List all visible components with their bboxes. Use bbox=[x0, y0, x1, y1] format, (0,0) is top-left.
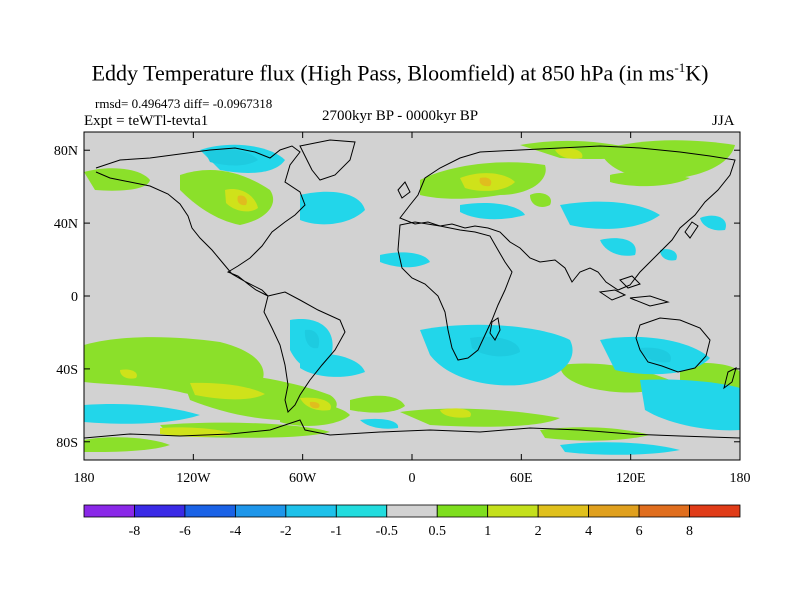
coastline-japan bbox=[684, 221, 699, 239]
x-tick-label: 0 bbox=[409, 471, 416, 486]
map-title: Eddy Temperature flux (High Pass, Bloomf… bbox=[0, 60, 800, 86]
coastline-british-isles bbox=[397, 181, 411, 199]
colorbar-swatch bbox=[537, 504, 590, 518]
coastline-africa bbox=[397, 221, 513, 361]
coastlines bbox=[84, 139, 740, 439]
colorbar-swatch bbox=[588, 504, 640, 518]
x-tick-label: 120E bbox=[616, 471, 646, 486]
colorbar-swatch bbox=[689, 504, 741, 518]
colorbar-label: 4 bbox=[585, 524, 592, 539]
coastline-antarctica bbox=[84, 419, 740, 439]
x-tick-label: 60W bbox=[289, 471, 317, 486]
strong-negative-regions bbox=[205, 149, 671, 363]
colorbar-swatch bbox=[83, 504, 135, 518]
colorbar-swatch bbox=[234, 504, 287, 518]
stats-label: rmsd= 0.496473 diff= -0.0967318 bbox=[95, 96, 273, 111]
y-axis: 80N 40N 0 40S 80S bbox=[54, 144, 740, 451]
coastline-new-zealand bbox=[723, 367, 737, 390]
colorbar-label: 8 bbox=[686, 524, 693, 539]
x-tick-label: 60E bbox=[510, 471, 533, 486]
colorbar-swatch bbox=[386, 504, 438, 518]
colorbar-label: -2 bbox=[280, 524, 292, 539]
colorbar-label: 2 bbox=[535, 524, 542, 539]
colorbar-swatch bbox=[184, 504, 236, 518]
colorbar-label: 1 bbox=[484, 524, 491, 539]
y-tick-label: 40S bbox=[56, 363, 78, 378]
experiment-label: Expt = teWTl-tevta1 bbox=[84, 113, 209, 129]
colorbar-label: -1 bbox=[330, 524, 342, 539]
colorbar-label: -0.5 bbox=[376, 524, 398, 539]
colorbar-label: -6 bbox=[179, 524, 191, 539]
coastline-madagascar bbox=[489, 317, 501, 341]
colorbar-swatch bbox=[285, 504, 337, 518]
colorbar-swatch bbox=[134, 504, 186, 518]
coastline-north-america bbox=[95, 145, 306, 297]
negative-anomaly-regions bbox=[84, 144, 740, 455]
x-tick-label: 180 bbox=[730, 471, 751, 486]
colorbar: -8 -6 -4 -2 -1 -0.5 0.5 1 2 4 6 8 bbox=[83, 504, 741, 539]
coastline-indonesia bbox=[598, 275, 670, 307]
colorbar-label: 0.5 bbox=[428, 524, 446, 539]
title-text: Eddy Temperature flux (High Pass, Bloomf… bbox=[91, 60, 675, 86]
colorbar-swatch bbox=[335, 504, 388, 518]
x-axis: 180 120W 60W 0 60E 120E 180 bbox=[74, 132, 751, 486]
y-tick-label: 80S bbox=[56, 436, 78, 451]
colorbar-swatch bbox=[638, 504, 690, 518]
season-label: JJA bbox=[712, 113, 735, 129]
title-superscript: -1 bbox=[674, 60, 686, 75]
y-tick-label: 0 bbox=[71, 290, 78, 305]
colorbar-swatch bbox=[436, 504, 489, 518]
colorbar-label: 6 bbox=[636, 524, 643, 539]
colorbar-swatch bbox=[487, 504, 539, 518]
colorbar-label: -4 bbox=[230, 524, 242, 539]
period-label: 2700kyr BP - 0000kyr BP bbox=[322, 108, 479, 124]
coastline-south-america bbox=[263, 291, 346, 413]
x-tick-label: 180 bbox=[74, 471, 95, 486]
peak-positive-spots bbox=[237, 177, 492, 409]
coastline-australia bbox=[635, 317, 711, 373]
title-unit-end: K) bbox=[685, 60, 709, 86]
coastline-eurasia bbox=[399, 145, 736, 291]
colorbar-label: -8 bbox=[129, 524, 141, 539]
flux-field bbox=[84, 139, 740, 455]
coastline-greenland bbox=[299, 139, 356, 181]
y-tick-label: 80N bbox=[54, 144, 78, 159]
x-tick-label: 120W bbox=[176, 471, 211, 486]
y-tick-label: 40N bbox=[54, 217, 78, 232]
